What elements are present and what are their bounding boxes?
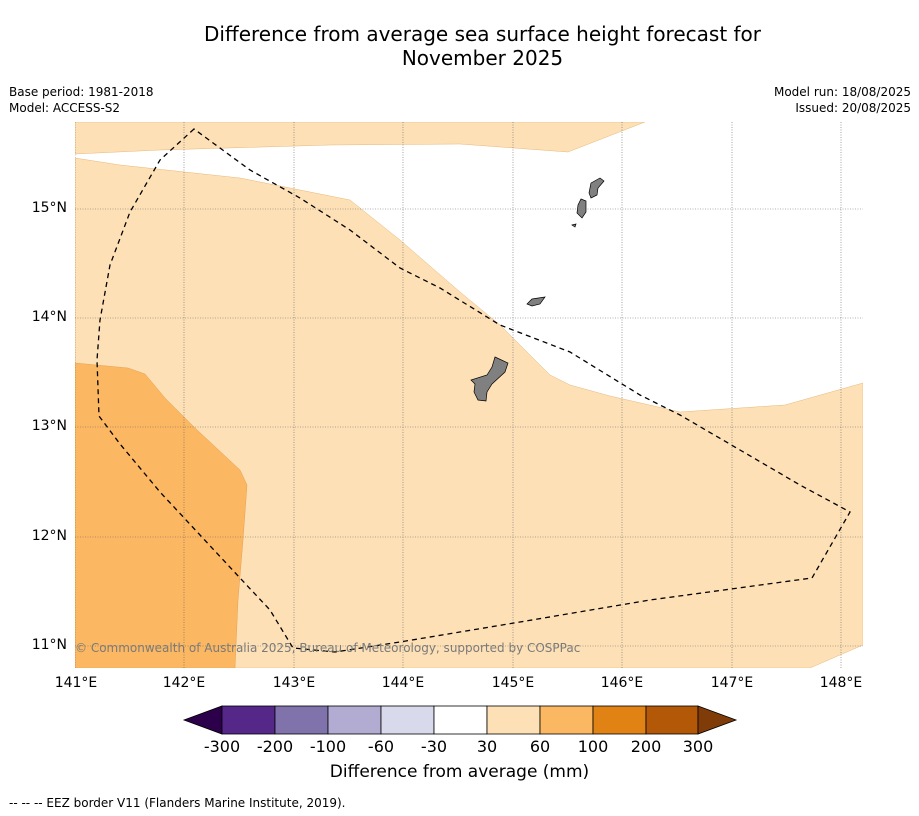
aguijan-island xyxy=(571,223,577,228)
colorbar-label-300: 300 xyxy=(682,737,714,756)
colorbar-bin-1 xyxy=(221,705,276,735)
islands xyxy=(470,177,605,402)
gridlines xyxy=(75,122,863,668)
lon-label-147e: 147°E xyxy=(710,675,754,691)
colorbar-bin-7 xyxy=(539,705,594,735)
guam-island xyxy=(470,356,509,402)
colorbar-label--60: -60 xyxy=(367,737,395,756)
colorbar-extend-low xyxy=(182,705,223,735)
colorbar-extend-high xyxy=(697,705,738,735)
lon-label-143e: 143°E xyxy=(272,675,316,691)
lat-label-14n: 14°N xyxy=(31,309,67,325)
rota-island xyxy=(526,296,546,307)
colorbar-label--200: -200 xyxy=(256,737,294,756)
model-run-text: Model run: 18/08/2025 xyxy=(773,85,911,99)
saipan-island xyxy=(588,177,605,199)
meta-left: Base period: 1981-2018 Model: ACCESS-S2 xyxy=(9,84,154,116)
colorbar-label--30: -30 xyxy=(420,737,448,756)
colorbar-label-200: 200 xyxy=(630,737,662,756)
footer-eez-note: -- -- -- EEZ border V11 (Flanders Marine… xyxy=(9,796,346,810)
eez-border xyxy=(96,128,851,653)
map-area xyxy=(75,122,863,668)
colorbar-title: Difference from average (mm) xyxy=(329,762,590,782)
anomaly-region-30-60 xyxy=(75,157,863,668)
colorbar-label--300: -300 xyxy=(203,737,241,756)
lat-label-12n: 12°N xyxy=(31,528,67,544)
lon-label-148e: 148°E xyxy=(819,675,863,691)
map-title: Difference from average sea surface heig… xyxy=(0,22,919,70)
colorbar-bin-8 xyxy=(592,705,647,735)
colorbar-bin-6 xyxy=(486,705,541,735)
colorbar xyxy=(182,705,738,735)
lon-label-144e: 144°E xyxy=(381,675,425,691)
model-text: Model: ACCESS-S2 xyxy=(9,101,121,115)
colorbar-label-60: 60 xyxy=(529,737,551,756)
meta-right: Model run: 18/08/2025 Issued: 20/08/2025 xyxy=(774,84,911,116)
copyright-text: © Commonwealth of Australia 2025, Bureau… xyxy=(75,641,581,655)
colorbar-label-30: 30 xyxy=(476,737,498,756)
map-title-line1: Difference from average sea surface heig… xyxy=(203,22,762,46)
colorbar-bin-4 xyxy=(380,705,435,735)
colorbar-bin-5 xyxy=(433,705,488,735)
colorbar-bin-3 xyxy=(327,705,382,735)
lat-label-15n: 15°N xyxy=(31,200,67,216)
anomaly-region-60-100 xyxy=(75,362,248,668)
colorbar-label--100: -100 xyxy=(309,737,347,756)
lon-label-145e: 145°E xyxy=(491,675,535,691)
lat-label-13n: 13°N xyxy=(31,418,67,434)
lat-label-11n: 11°N xyxy=(31,637,67,653)
map-title-line2: November 2025 xyxy=(401,46,564,70)
issued-text: Issued: 20/08/2025 xyxy=(795,101,911,115)
lon-label-146e: 146°E xyxy=(600,675,644,691)
colorbar-label-100: 100 xyxy=(577,737,609,756)
anomaly-region-top-strip xyxy=(75,122,646,155)
lon-label-142e: 142°E xyxy=(162,675,206,691)
colorbar-bin-9 xyxy=(645,705,699,735)
colorbar-bin-2 xyxy=(274,705,329,735)
base-period-text: Base period: 1981-2018 xyxy=(9,85,154,99)
lon-label-141e: 141°E xyxy=(54,675,98,691)
tinian-island xyxy=(576,198,587,219)
